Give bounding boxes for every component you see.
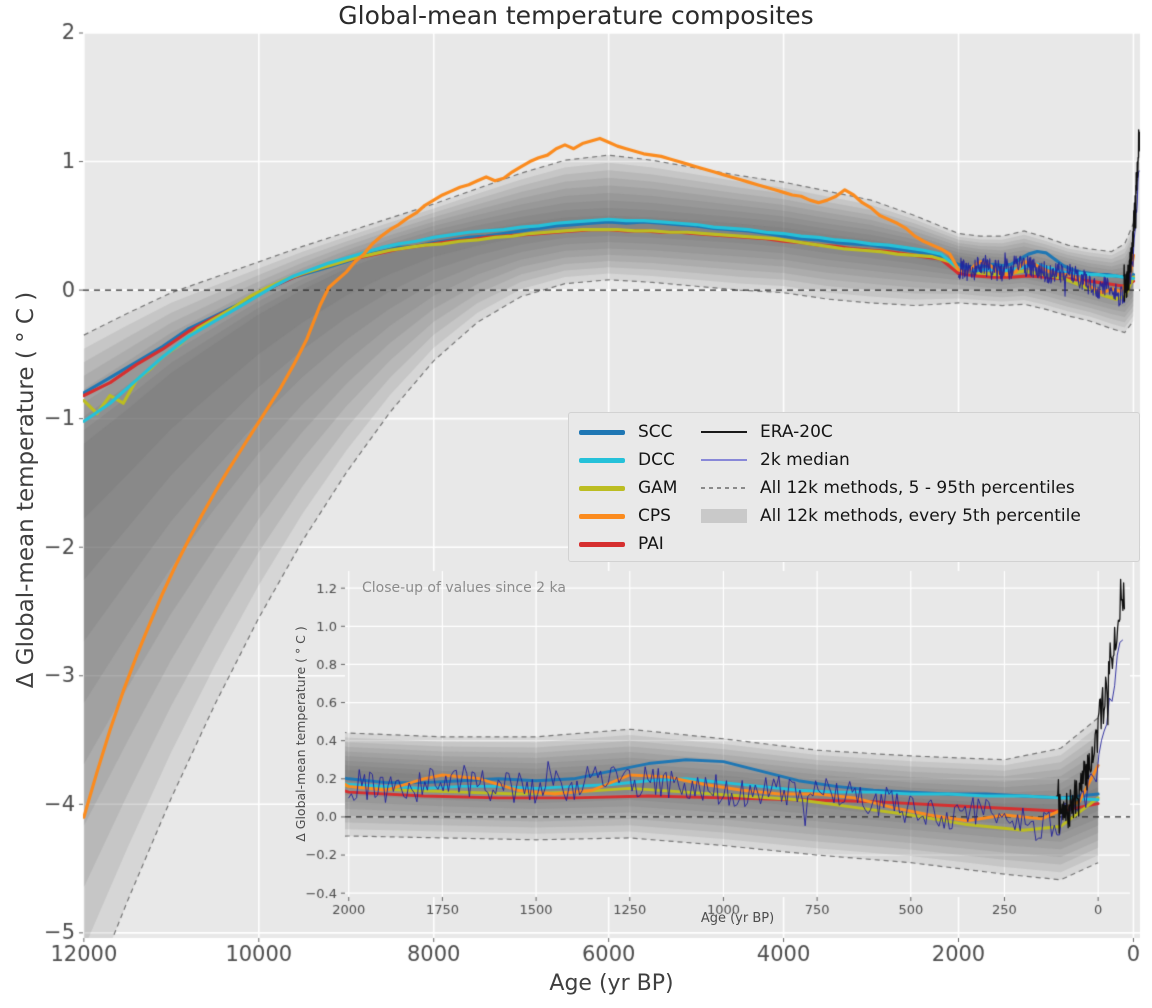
legend-item-dcc: DCC bbox=[579, 446, 677, 474]
2k-median-line-swatch bbox=[701, 459, 747, 461]
legend-item-era20c: ERA-20C bbox=[701, 418, 1081, 446]
legend-column-methods: SCC DCC GAM CPS PAI bbox=[579, 418, 677, 558]
percentile-dashed-swatch bbox=[701, 487, 747, 489]
legend-item-cps: CPS bbox=[579, 502, 677, 530]
legend-label: 2k median bbox=[760, 450, 850, 470]
chart-title: Global-mean temperature composites bbox=[338, 1, 814, 30]
inset-y-axis-label: Δ Global-mean temperature ( ° C ) bbox=[293, 626, 308, 842]
pai-line-swatch bbox=[579, 541, 625, 547]
legend-label: SCC bbox=[638, 422, 673, 442]
percentile-band-swatch bbox=[701, 509, 747, 523]
legend-item-2k-median: 2k median bbox=[701, 446, 1081, 474]
legend-item-scc: SCC bbox=[579, 418, 677, 446]
legend-item-percentile-range: All 12k methods, 5 - 95th percentiles bbox=[701, 474, 1081, 502]
scc-line-swatch bbox=[579, 429, 625, 435]
legend-label: GAM bbox=[638, 478, 678, 498]
legend-label: DCC bbox=[638, 450, 675, 470]
legend-label: All 12k methods, 5 - 95th percentiles bbox=[760, 478, 1075, 498]
legend-label: All 12k methods, every 5th percentile bbox=[760, 506, 1081, 526]
main-x-axis-label: Age (yr BP) bbox=[549, 971, 674, 996]
era20c-line-swatch bbox=[701, 431, 747, 433]
legend-item-pai: PAI bbox=[579, 530, 677, 558]
legend-label: CPS bbox=[638, 506, 671, 526]
gam-line-swatch bbox=[579, 485, 625, 491]
cps-line-swatch bbox=[579, 513, 625, 519]
dcc-line-swatch bbox=[579, 457, 625, 463]
legend-item-percentile-band: All 12k methods, every 5th percentile bbox=[701, 502, 1081, 530]
main-y-axis-label: Δ Global-mean temperature ( ° C ) bbox=[13, 291, 39, 689]
legend-column-references: ERA-20C 2k median All 12k methods, 5 - 9… bbox=[701, 418, 1081, 530]
legend-label: PAI bbox=[638, 534, 664, 554]
legend-item-gam: GAM bbox=[579, 474, 677, 502]
legend-label: ERA-20C bbox=[760, 422, 833, 442]
inset-x-axis-label: Age (yr BP) bbox=[700, 911, 775, 926]
inset-title: Close-up of values since 2 ka bbox=[362, 580, 566, 596]
legend: SCC DCC GAM CPS PAI ERA-20C 2k median Al… bbox=[568, 412, 1140, 562]
